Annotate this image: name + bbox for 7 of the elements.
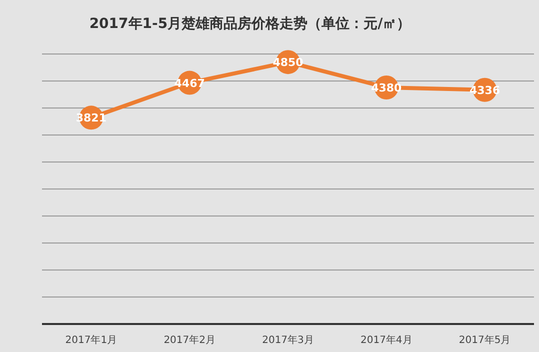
x-tick-label: 2017年5月 (458, 334, 511, 346)
data-label: 4850 (272, 56, 304, 70)
x-tick-label: 2017年2月 (164, 334, 216, 346)
x-tick-label: 2017年4月 (360, 334, 412, 346)
x-tick-label: 2017年1月 (65, 334, 118, 346)
x-tick-label: 2017年3月 (262, 334, 314, 346)
chart-title: 2017年1-5月楚雄商品房价格走势（单位：元/㎡） (89, 15, 411, 32)
